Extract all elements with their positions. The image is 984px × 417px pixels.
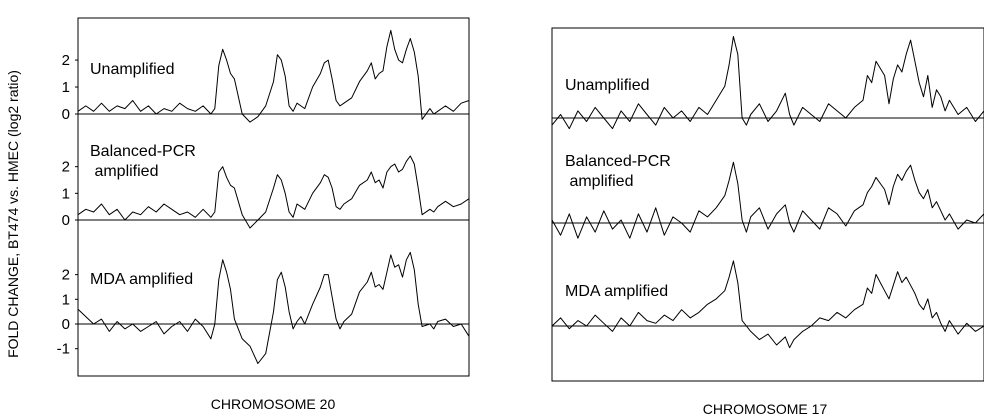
- trace-left-0-0: [77, 29, 470, 123]
- chart-chromosome-20: Unamplified Balanced-PCR amplified MDA amp…: [57, 17, 470, 412]
- tick-label-0-2: 0: [62, 106, 70, 123]
- tick-label-0-0: 2: [62, 52, 70, 69]
- chart-chromosome-17: Unamplified Balanced-PCR amplified MDA amp…: [551, 27, 984, 417]
- plot-frame-left: [77, 17, 470, 377]
- tick-label-1-5: 0: [62, 212, 70, 229]
- panel-label-left-0: Unamplified: [90, 61, 174, 78]
- panel-label-right-0: Unamplified: [565, 77, 649, 94]
- y-axis-label: FOLD CHANGE, BT474 vs. HMEC (log2 ratio): [5, 70, 21, 358]
- trace-right-2-0: [551, 260, 984, 349]
- panel-label-right-2: MDA amplified: [565, 283, 668, 300]
- tick-label-2-9: -1: [57, 341, 70, 358]
- tick-label-2-7: 1: [62, 291, 70, 308]
- x-axis-label-left: CHROMOSOME 20: [211, 396, 336, 412]
- plot-frame-right: [551, 27, 984, 382]
- trace-left-2-0: [77, 251, 470, 364]
- tick-label-0-1: 1: [62, 79, 70, 96]
- tick-label-2-8: 0: [62, 316, 70, 333]
- plot-area-right: Unamplified Balanced-PCR amplified MDA amp…: [551, 36, 984, 349]
- plot-area-left: Unamplified Balanced-PCR amplified MDA amp…: [57, 29, 470, 364]
- x-axis-label-right: CHROMOSOME 17: [703, 401, 828, 417]
- tick-label-2-6: 2: [62, 267, 70, 284]
- panel-label-right-1: Balanced-PCR amplified: [565, 153, 671, 190]
- panel-label-left-1: Balanced-PCR amplified: [90, 143, 196, 180]
- trace-right-0-0: [551, 36, 984, 130]
- tick-label-1-3: 2: [62, 159, 70, 176]
- tick-label-1-4: 1: [62, 185, 70, 202]
- trace-left-1-0: [77, 155, 470, 229]
- trace-right-1-0: [551, 161, 984, 239]
- panel-label-left-2: MDA amplified: [90, 271, 193, 288]
